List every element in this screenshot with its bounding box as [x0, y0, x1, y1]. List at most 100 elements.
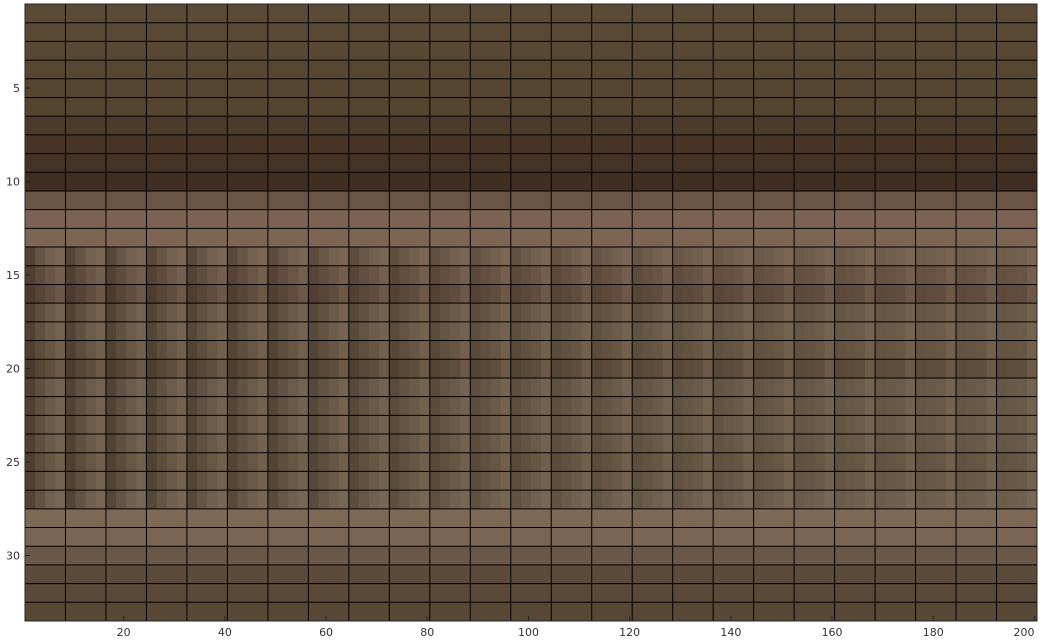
heatmap-cell	[925, 340, 937, 360]
heatmap-cell	[186, 508, 228, 529]
heatmap-cell	[703, 303, 714, 323]
heatmap-cell	[126, 284, 137, 304]
heatmap-cell	[237, 284, 249, 304]
heatmap-cell	[116, 265, 127, 285]
heatmap-cell	[419, 303, 431, 323]
heatmap-cell	[703, 471, 714, 491]
heatmap-cell	[510, 4, 552, 24]
heatmap-cell	[935, 452, 947, 472]
heatmap-cell	[632, 546, 674, 566]
heatmap-cell	[389, 527, 431, 547]
heatmap-cell	[632, 60, 674, 80]
heatmap-cell	[632, 247, 643, 267]
heatmap-cell	[227, 153, 269, 173]
heatmap-cell	[429, 340, 441, 360]
heatmap-cell	[824, 340, 836, 360]
heatmap-cell	[470, 508, 512, 529]
heatmap-cell	[409, 321, 421, 342]
heatmap-cell	[703, 377, 714, 398]
heatmap-cell	[784, 247, 795, 267]
heatmap-cell	[55, 303, 66, 323]
heatmap-cell	[844, 377, 856, 398]
heatmap-cell	[632, 303, 643, 323]
heatmap-cell	[591, 583, 633, 603]
heatmap-cell	[85, 265, 97, 285]
heatmap-cell	[207, 247, 218, 267]
heatmap-cell	[1026, 359, 1038, 379]
heatmap-cell	[348, 564, 390, 585]
heatmap-cell	[541, 396, 552, 416]
heatmap-cell	[409, 396, 421, 416]
heatmap-cell	[105, 60, 147, 80]
heatmap-cell	[652, 377, 664, 398]
heatmap-cell	[541, 265, 552, 285]
heatmap-cell	[794, 97, 836, 117]
heatmap-cell	[510, 190, 552, 211]
heatmap-cell	[126, 377, 137, 398]
heatmap-cell	[804, 284, 815, 304]
heatmap-cell	[136, 377, 147, 398]
heatmap-cell	[35, 247, 46, 267]
heatmap-cell	[753, 247, 765, 267]
heatmap-cell	[915, 4, 957, 24]
heatmap-cell	[338, 303, 350, 323]
heatmap-cell	[166, 303, 178, 323]
heatmap-cell	[399, 452, 411, 472]
heatmap-cell	[773, 265, 785, 285]
heatmap-cell	[409, 359, 421, 379]
heatmap-cell	[247, 396, 259, 416]
heatmap-cell	[692, 452, 704, 472]
heatmap-cell	[905, 471, 917, 491]
heatmap-cell	[409, 471, 421, 491]
heatmap-cell	[480, 415, 492, 435]
heatmap-cell	[490, 377, 502, 398]
heatmap-cell	[65, 396, 77, 416]
heatmap-cell	[480, 377, 492, 398]
heatmap-cell	[237, 340, 249, 360]
heatmap-cell	[510, 78, 552, 98]
heatmap-cell	[338, 340, 350, 360]
heatmap-cell	[672, 41, 714, 61]
heatmap-cell	[197, 303, 208, 323]
heatmap-cell	[611, 452, 623, 472]
heatmap-cell	[318, 415, 330, 435]
heatmap-cell	[25, 602, 66, 622]
heatmap-cell	[966, 415, 977, 435]
heatmap-cell	[794, 377, 805, 398]
heatmap-cell	[429, 116, 471, 136]
heatmap-cell	[419, 490, 431, 510]
heatmap-cell	[35, 415, 46, 435]
heatmap-cell	[1026, 284, 1038, 304]
heatmap-cell	[85, 415, 97, 435]
heatmap-cell	[591, 41, 633, 61]
heatmap-cell	[703, 284, 714, 304]
heatmap-cell	[55, 471, 66, 491]
heatmap-cell	[247, 340, 259, 360]
heatmap-cell	[794, 134, 836, 155]
heatmap-cell	[966, 265, 977, 285]
heatmap-cell	[996, 41, 1038, 61]
heatmap-cell	[834, 434, 846, 454]
heatmap-cell	[358, 471, 370, 491]
heatmap-cell	[409, 284, 421, 304]
heatmap-cell	[308, 4, 350, 24]
heatmap-cell	[399, 303, 411, 323]
heatmap-cell	[166, 452, 178, 472]
heatmap-cell	[581, 471, 593, 491]
heatmap-cell	[611, 359, 623, 379]
heatmap-cell	[369, 396, 380, 416]
heatmap-cell	[935, 247, 947, 267]
heatmap-cell	[227, 228, 269, 248]
heatmap-cell	[500, 415, 512, 435]
heatmap-cell	[864, 247, 876, 267]
heatmap-cell	[622, 396, 633, 416]
heatmap-cell	[763, 396, 775, 416]
heatmap-cell	[369, 415, 380, 435]
heatmap-cell	[450, 396, 461, 416]
heatmap-cell	[510, 583, 552, 603]
heatmap-cell	[348, 452, 360, 472]
heatmap-cell	[237, 359, 249, 379]
heatmap-cell	[824, 247, 836, 267]
heatmap-cell	[267, 4, 309, 24]
heatmap-cell	[227, 583, 269, 603]
